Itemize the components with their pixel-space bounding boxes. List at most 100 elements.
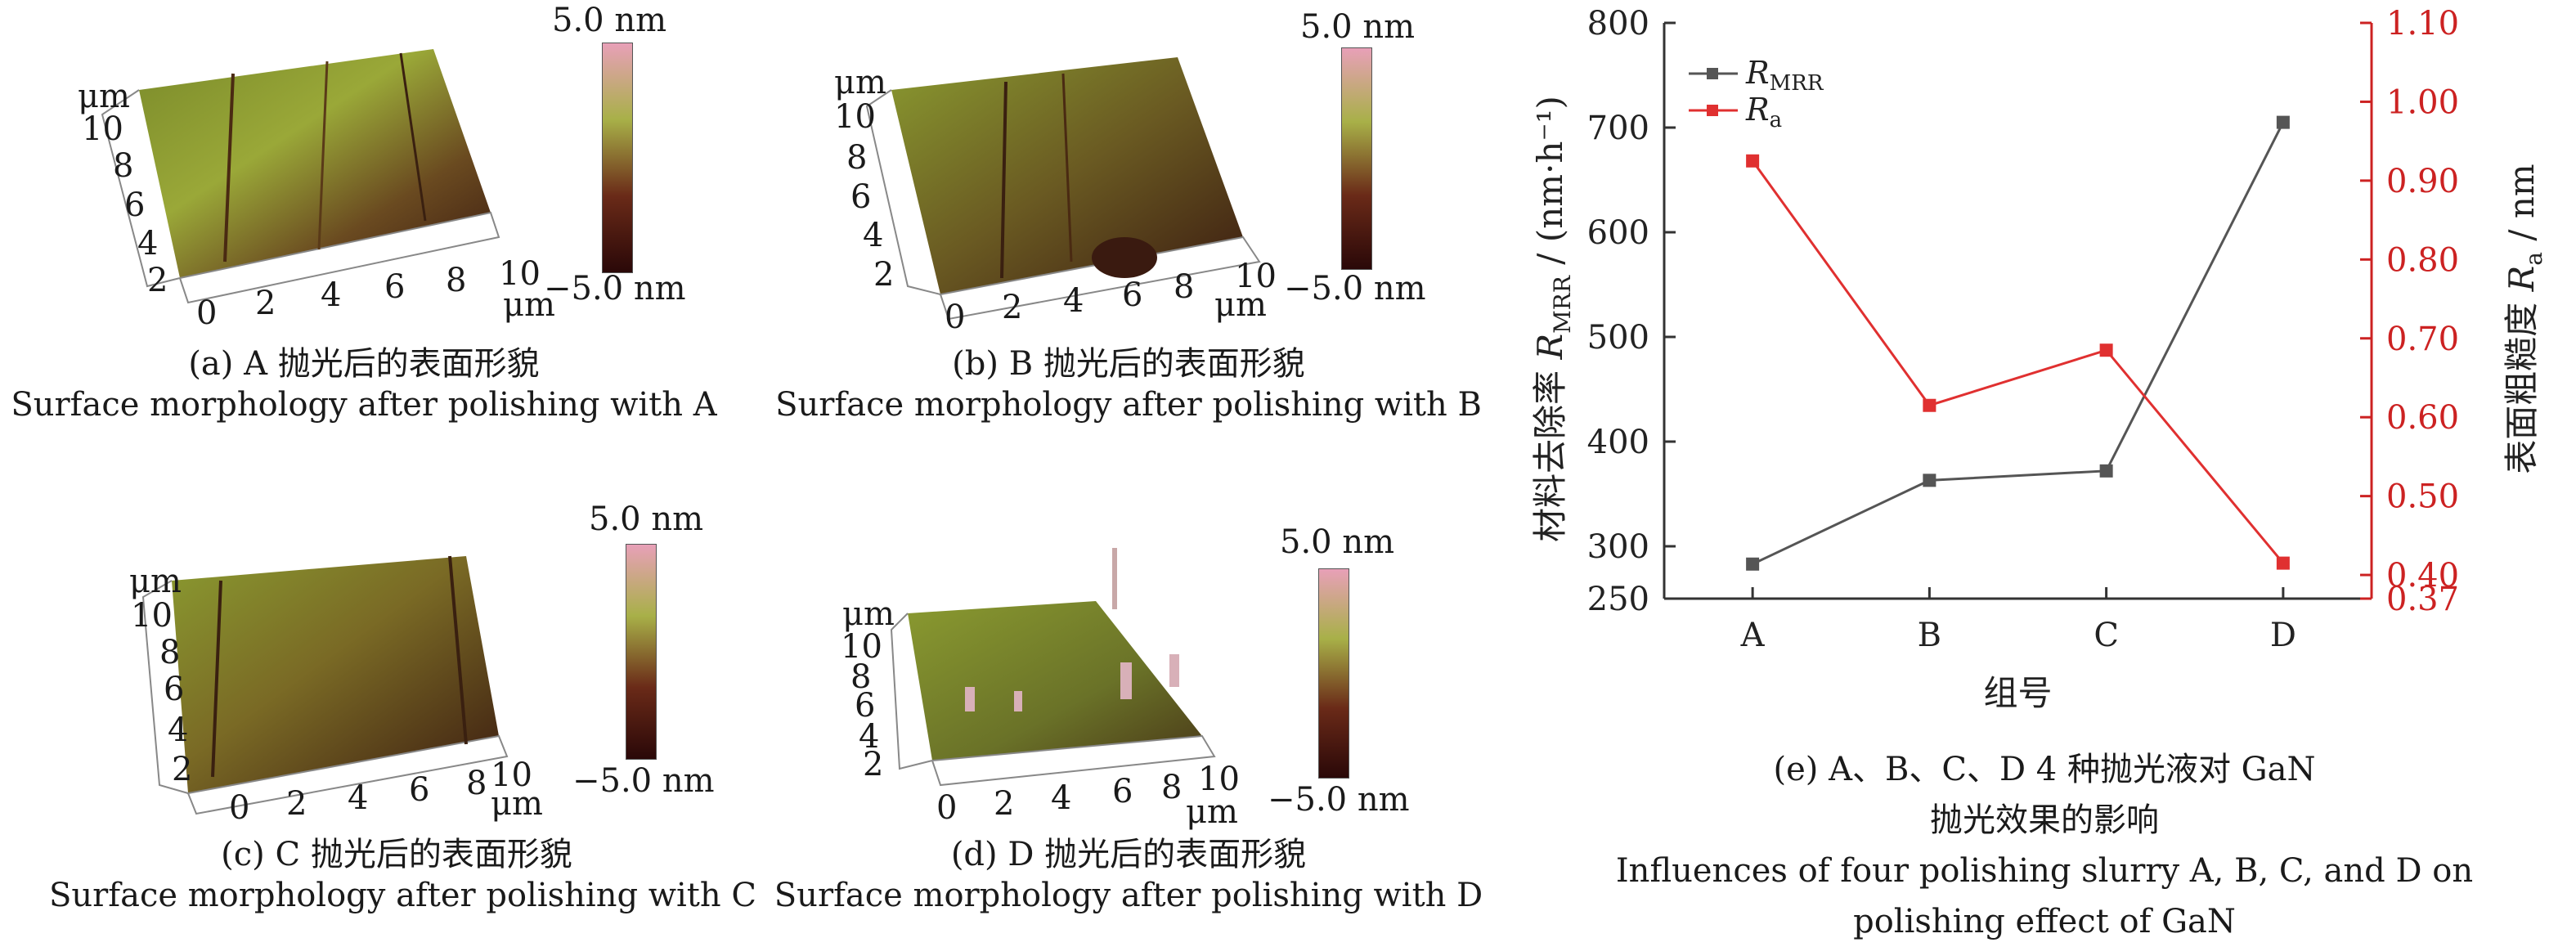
afm-ytick: 8	[113, 147, 134, 185]
afm-panel-b: μm 10 8 6 4 2 0 2 4 6 8 10 μm 5.0 nm −5.…	[801, 8, 1472, 352]
x-tick-label: C	[2094, 617, 2119, 654]
caption-d-cn: (d) D 抛光后的表面形貌	[950, 836, 1307, 873]
afm-unit-x: μm	[503, 286, 555, 324]
afm-xtick: 2	[1002, 289, 1023, 326]
point-R_a	[1746, 154, 1760, 168]
point-R_MRR	[1923, 474, 1936, 487]
afm-surface-b	[865, 57, 1261, 321]
right-tick-label: 0.70	[2386, 321, 2459, 358]
afm-ytick: 2	[172, 751, 193, 788]
afm-surface-shape	[139, 49, 491, 278]
colorbar-min: −5.0 nm	[572, 762, 715, 800]
afm-xtick: 10	[491, 756, 532, 794]
x-tick-label: A	[1740, 617, 1766, 654]
colorbar-a	[602, 43, 633, 273]
afm-ytick: 8	[159, 634, 181, 671]
afm-unit-x: μm	[1186, 793, 1238, 831]
afm-xtick: 8	[446, 262, 467, 299]
caption-b-en: Surface morphology after polishing with …	[775, 386, 1482, 424]
afm-ytick: 8	[846, 139, 868, 177]
afm-unit-y: μm	[842, 595, 895, 633]
series-line-R_MRR	[1752, 121, 2285, 566]
afm-ytick: 10	[834, 98, 876, 136]
caption-b: (b) B 抛光后的表面形貌 Surface morphology after …	[752, 343, 1505, 425]
left-tick-label: 250	[1587, 581, 1649, 618]
afm-xtick: 6	[1122, 276, 1143, 314]
colorbar-min: −5.0 nm	[1284, 270, 1426, 307]
chart-marks	[1746, 115, 2290, 571]
caption-e-line: Influences of four polishing slurry A, B…	[1615, 852, 2474, 890]
caption-d: (d) D 抛光后的表面形貌 Surface morphology after …	[752, 834, 1505, 916]
right-axis-label: 表面粗糙度 Ra / nm	[2502, 164, 2547, 474]
afm-xtick: 8	[1161, 769, 1183, 806]
afm-xtick: 10	[499, 255, 541, 293]
afm-ytick: 8	[850, 658, 872, 696]
afm-ytick: 4	[859, 718, 880, 756]
point-R_MRR	[1746, 557, 1760, 571]
point-R_a	[2099, 343, 2113, 357]
afm-ytick: 6	[850, 178, 872, 216]
afm-surface-d	[890, 548, 1216, 787]
afm-ytick: 2	[873, 256, 895, 294]
left-tick-label: 300	[1587, 528, 1649, 566]
afm-surface-shape	[908, 601, 1202, 761]
x-tick-label: D	[2270, 617, 2296, 654]
afm-xtick: 6	[409, 771, 430, 809]
caption-e-line: (e) A、B、C、D 4 种抛光液对 GaN	[1773, 751, 2316, 788]
caption-c-cn: (c) C 抛光后的表面形貌	[221, 836, 572, 873]
caption-a-en: Surface morphology after polishing with …	[11, 386, 717, 424]
afm-xtick: 0	[229, 789, 250, 827]
afm-xtick: 0	[945, 298, 966, 336]
afm-xtick: 0	[196, 294, 218, 332]
right-tick-label: 0.37	[2386, 581, 2459, 618]
afm-surface-a	[101, 49, 500, 304]
afm-panel-d: μm 10 8 6 4 2 0 2 4 6 8 10 μm 5.0 nm −5.…	[818, 523, 1488, 851]
caption-a: (a) A 抛光后的表面形貌 Surface morphology after …	[0, 343, 728, 425]
right-tick-label: 0.80	[2386, 241, 2459, 279]
left-tick-label: 800	[1587, 5, 1649, 43]
colorbar-max: 5.0 nm	[552, 2, 667, 39]
afm-ytick: 10	[841, 628, 882, 666]
legend-marker	[1707, 105, 1718, 116]
caption-a-cn: (a) A 抛光后的表面形貌	[188, 345, 540, 383]
caption-c-en: Surface morphology after polishing with …	[49, 877, 756, 914]
colorbar-max: 5.0 nm	[589, 500, 704, 538]
left-axis-label: 材料去除率 RMRR / (nm·h⁻¹)	[1530, 96, 1576, 542]
afm-ytick: 6	[855, 687, 876, 725]
point-R_a	[1923, 398, 1936, 412]
afm-ytick: 4	[137, 225, 159, 263]
afm-ytick: 2	[863, 746, 884, 783]
right-tick-label: 0.50	[2386, 478, 2459, 516]
colorbar-b	[1341, 47, 1372, 270]
afm-xtick: 4	[1051, 779, 1072, 817]
afm-xtick: 4	[321, 276, 342, 314]
afm-unit-x: μm	[491, 785, 543, 823]
x-axis-label: 组号	[1983, 673, 2052, 713]
afm-xtick: 2	[255, 285, 276, 322]
afm-ytick: 6	[164, 671, 185, 708]
right-tick-label: 0.90	[2386, 163, 2459, 200]
afm-unit-y: μm	[78, 78, 130, 115]
afm-xtick: 4	[1063, 282, 1084, 320]
afm-ytick: 4	[863, 217, 884, 254]
point-R_a	[2276, 556, 2290, 570]
colorbar-c	[626, 544, 657, 760]
chart-axes: 250 300 400 500 600 700 800 0.370.40 0.50 0.60 0.7…	[1530, 5, 2547, 713]
afm-unit-x: μm	[1214, 286, 1267, 324]
caption-e-line: polishing effect of GaN	[1853, 903, 2236, 940]
legend-label: RMRR	[1745, 55, 1824, 96]
left-tick-label: 700	[1587, 110, 1649, 147]
afm-xtick: 6	[1112, 773, 1133, 810]
left-tick-label: 400	[1587, 424, 1649, 461]
afm-ytick: 4	[168, 711, 189, 749]
afm-unit-y: μm	[129, 563, 182, 600]
caption-c: (c) C 抛光后的表面形貌 Surface morphology after …	[49, 834, 756, 916]
afm-surface-shape	[172, 556, 499, 793]
afm-panel-a: μm 10 8 6 4 2 0 2 4 6 8 10 μm 5.0 nm −5.…	[57, 2, 728, 352]
afm-ytick: 6	[124, 186, 146, 224]
x-tick-label: B	[1918, 617, 1941, 654]
afm-xtick: 10	[1235, 258, 1277, 295]
caption-e: (e) A、B、C、D 4 种抛光液对 GaN 抛光效果的影响 Influenc…	[1537, 744, 2551, 947]
afm-xtick: 8	[466, 765, 487, 802]
afm-ytick: 10	[131, 597, 173, 635]
